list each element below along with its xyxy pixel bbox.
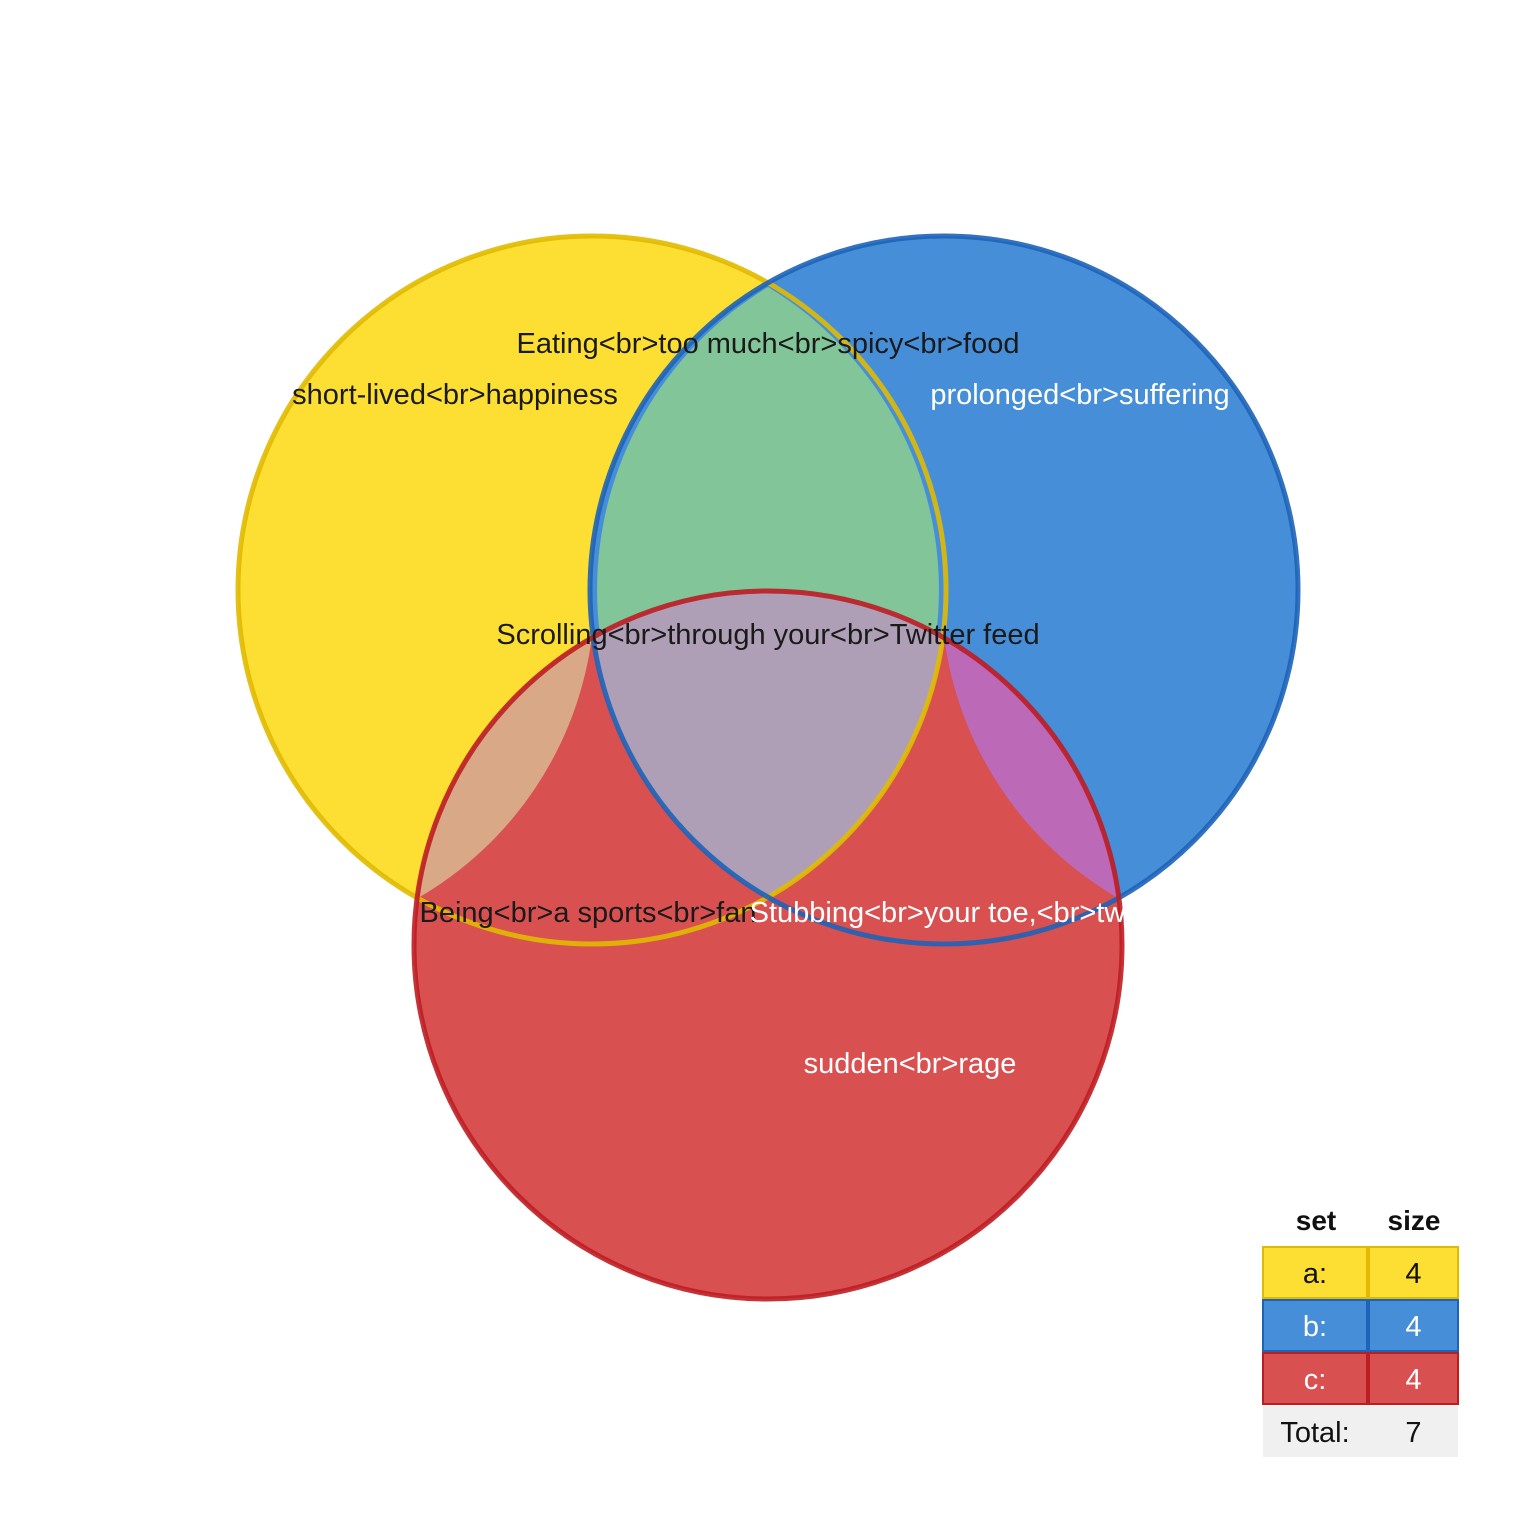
table-cell-size-0 [1368, 1246, 1459, 1299]
table-header-size: size [1388, 1205, 1441, 1236]
region-label-bc: Stubbing<br>your toe,<br>twice [750, 897, 1163, 929]
table-cell-size-2 [1368, 1352, 1459, 1405]
region-label-c-only: sudden<br>rage [804, 1048, 1017, 1080]
table-size-value: 4 [1405, 1258, 1421, 1290]
set-a-outline [235, 233, 949, 947]
region-label-ab: Eating<br>too much<br>spicy<br>food [517, 328, 1020, 360]
intersection-bc [944, 636, 1118, 898]
table-total-value: 7 [1405, 1417, 1421, 1449]
region-label-b-only: prolonged<br>suffering [930, 379, 1229, 411]
set-c-circle [414, 591, 1122, 1299]
table-size-value: 4 [1405, 1364, 1421, 1396]
table-cell-set-1 [1262, 1299, 1368, 1352]
set-size-table: set size a: 4 b: 4 c: 4 Total: 7 [1262, 1205, 1459, 1457]
region-label-abc: Scrolling<br>through your<br>Twitter fee… [496, 619, 1039, 651]
region-label-ac: Being<br>a sports<br>fan [420, 897, 757, 929]
set-b-outline [587, 233, 1301, 947]
table-cell-set-2 [1262, 1352, 1368, 1405]
table-total-row [1263, 1406, 1458, 1457]
intersection-abc [592, 589, 944, 898]
table-cell-set-0 [1262, 1246, 1368, 1299]
set-c-outline [411, 588, 1125, 1302]
venn-region-labels: Eating<br>too much<br>spicy<br>food short… [292, 328, 1230, 1080]
intersection-ac [418, 636, 592, 898]
table-set-label: a: [1303, 1258, 1327, 1290]
venn-circles [235, 233, 1301, 1302]
table-total-label: Total: [1280, 1417, 1349, 1449]
table-set-label: b: [1303, 1311, 1327, 1343]
table-cell-size-1 [1368, 1299, 1459, 1352]
table-set-label: c: [1304, 1364, 1327, 1396]
table-size-value: 4 [1405, 1311, 1421, 1343]
table-header-set: set [1296, 1205, 1336, 1236]
region-label-a-only: short-lived<br>happiness [292, 379, 618, 411]
